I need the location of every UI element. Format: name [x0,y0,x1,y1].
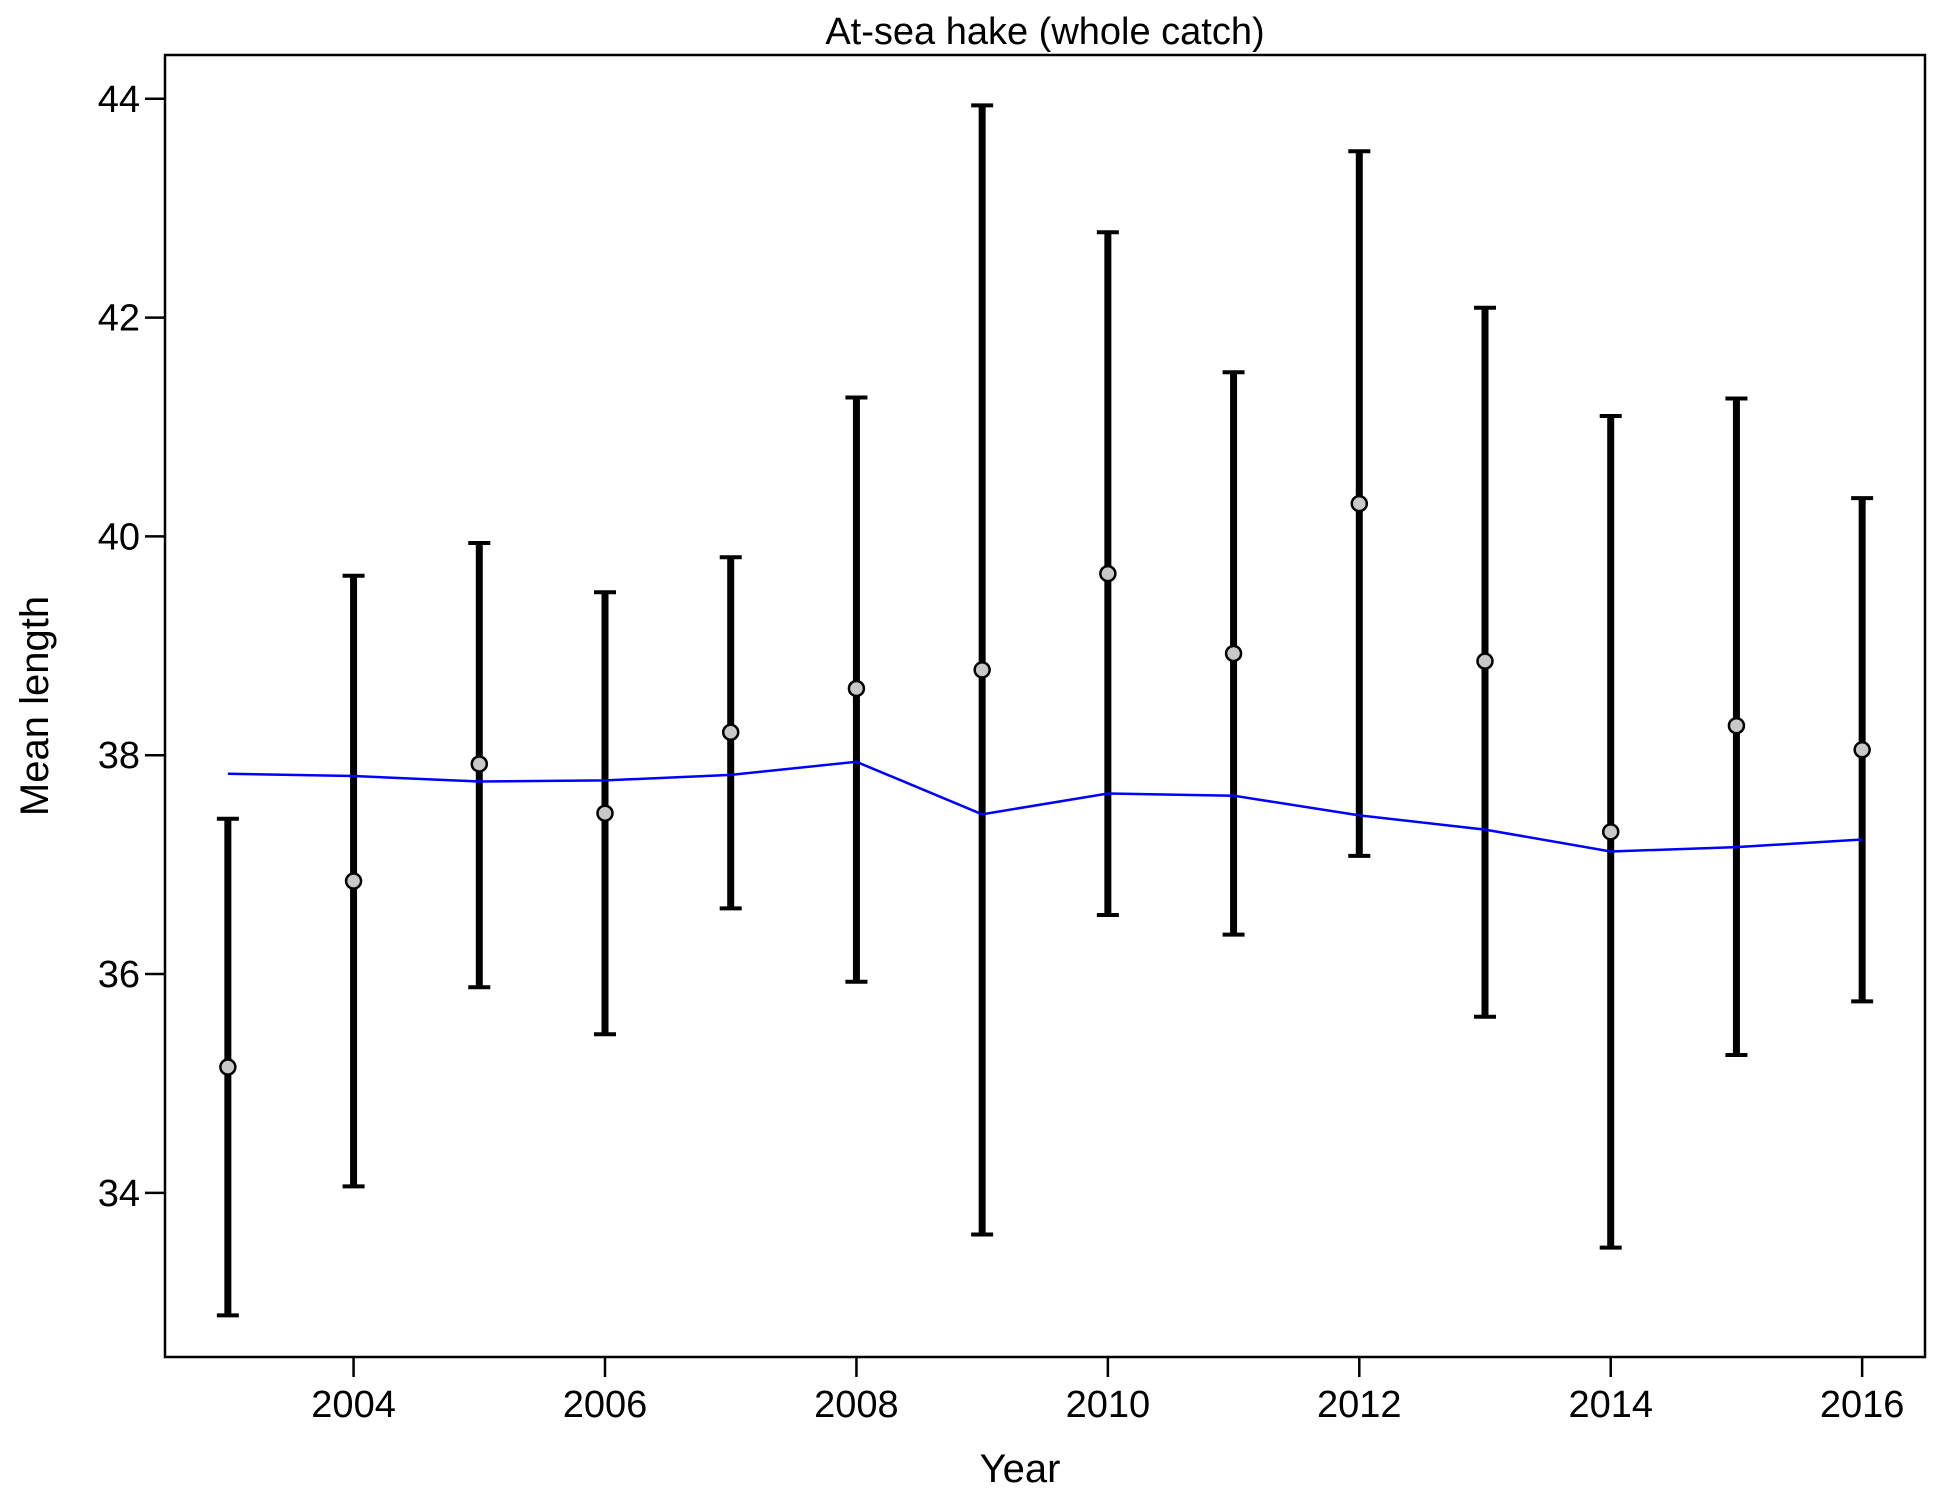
observed-point [1476,652,1494,670]
observed-point [344,872,363,890]
x-tick-label: 2016 [1820,1384,1905,1426]
observed-point [470,755,489,773]
observed-point [973,661,991,679]
y-tick-label: 44 [98,79,140,121]
x-tick-label: 2012 [1317,1384,1402,1426]
expected-line-path [227,760,1863,853]
chart-title: At-sea hake (whole catch) [825,11,1264,53]
observed-point [1224,644,1243,663]
x-tick-label: 2010 [1066,1384,1151,1426]
x-tick-label: 2014 [1568,1384,1653,1426]
x-tick-label: 2006 [563,1384,648,1426]
y-axis: 34 36 38 40 42 44 [98,79,165,1215]
y-tick-label: 38 [98,735,140,777]
y-axis-label: Mean length [13,596,57,816]
observed-points [219,494,1871,1076]
y-tick-label: 40 [98,516,140,558]
observed-point [847,679,866,698]
plot-frame [163,53,1927,1359]
observed-point [1350,494,1369,513]
x-tick-label: 2008 [814,1384,899,1426]
observed-point [1853,741,1871,759]
observed-point [721,723,740,742]
observed-point [596,804,614,822]
y-tick-label: 34 [98,1173,140,1215]
x-axis: 2004 2006 2008 2010 2012 2014 2016 [311,1357,1904,1426]
observed-point [1727,716,1746,735]
observed-point [219,1058,237,1076]
error-bars [216,103,1874,1318]
y-tick-label: 42 [98,298,140,340]
y-tick-label: 36 [98,954,140,996]
x-axis-label: Year [980,1447,1061,1491]
expected-line [227,760,1863,853]
x-tick-label: 2004 [311,1384,396,1426]
observed-point [1601,823,1620,841]
observed-point [1099,564,1117,583]
